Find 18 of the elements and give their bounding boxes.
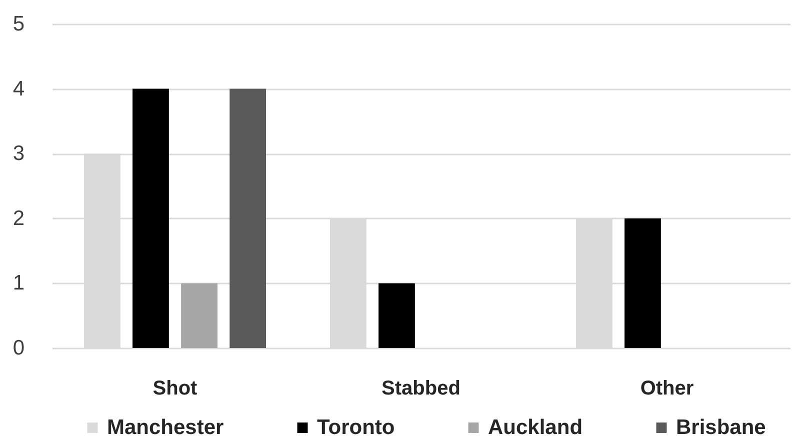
legend-label: Brisbane <box>676 416 766 439</box>
y-tick-label: 3 <box>12 142 24 166</box>
bar <box>230 88 266 348</box>
y-tick-label: 0 <box>12 336 24 360</box>
legend-label: Toronto <box>317 416 395 439</box>
bar <box>624 218 661 348</box>
y-tick-label: 5 <box>12 12 24 36</box>
legend-label: Manchester <box>107 416 224 439</box>
bar <box>378 283 415 348</box>
x-tick-label: Shot <box>152 378 198 400</box>
y-tick-label: 1 <box>12 272 24 295</box>
x-tick-label: Stabbed <box>382 378 460 400</box>
y-tick-label: 2 <box>12 206 24 230</box>
legend-label: Auckland <box>488 416 583 439</box>
y-tick-label: 4 <box>12 77 25 100</box>
bar <box>181 283 218 348</box>
x-tick-label: Other <box>640 378 694 400</box>
bar <box>132 88 169 348</box>
